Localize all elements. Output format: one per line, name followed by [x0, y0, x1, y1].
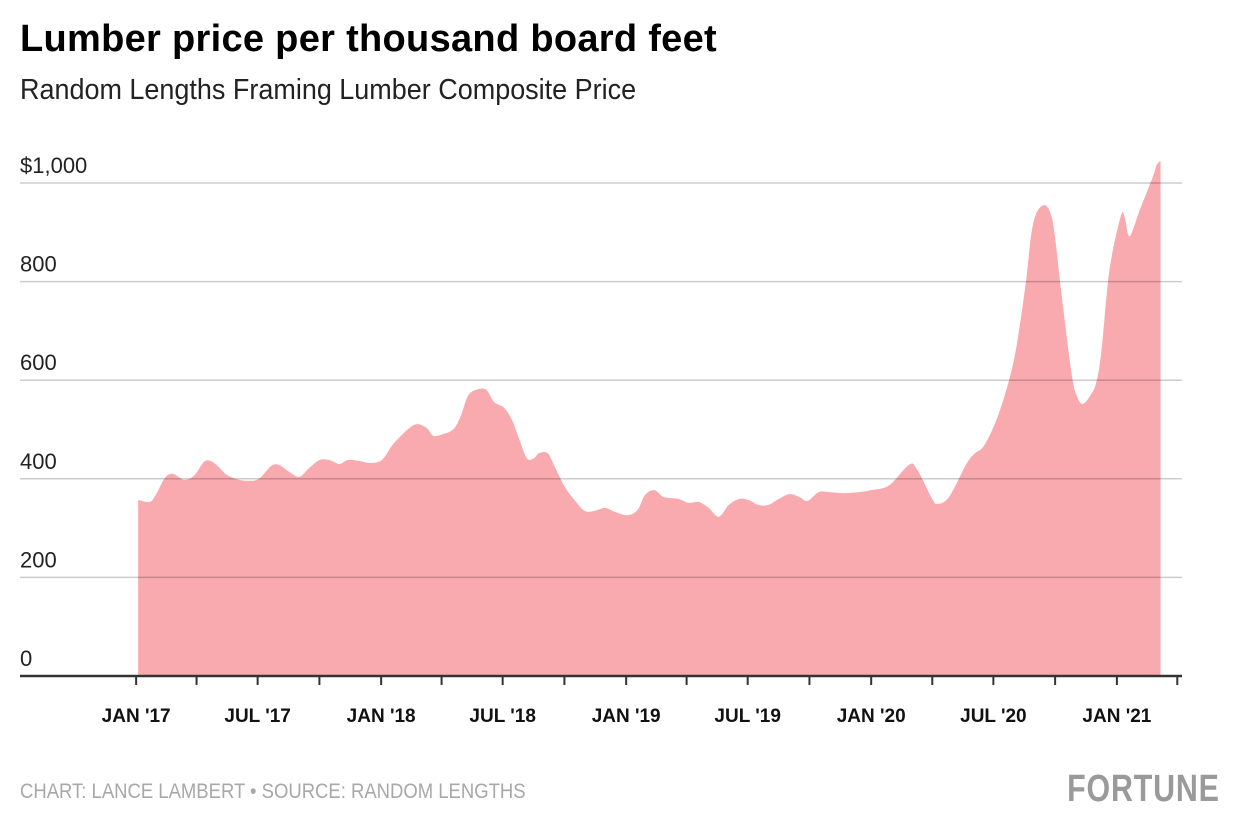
x-tick-label: JUL '17	[224, 706, 290, 727]
y-tick-label: 600	[20, 350, 57, 375]
y-tick-label: $1,000	[20, 153, 87, 178]
x-tick-label: JAN '20	[837, 706, 906, 727]
y-tick-label: 400	[20, 449, 57, 474]
x-tick-label: JAN '21	[1082, 706, 1151, 727]
x-tick-label: JAN '19	[592, 706, 661, 727]
gridlines	[20, 182, 1182, 579]
x-axis-ticks: JAN '17 JUL '17 JAN '18 JUL '18 JAN '19 JUL '…	[102, 676, 1179, 727]
y-axis-labels: 0 200 400 600 800 $1,000	[20, 153, 87, 671]
price-area	[138, 160, 1161, 676]
y-tick-label: 0	[20, 646, 32, 671]
chart-subtitle: Random Lengths Framing Lumber Composite …	[20, 74, 637, 106]
x-tick-label: JUL '19	[714, 706, 780, 727]
source-credit: CHART: LANCE LAMBERT • SOURCE: RANDOM LE…	[20, 780, 526, 803]
y-tick-label: 200	[20, 547, 57, 572]
x-tick-label: JAN '18	[347, 706, 416, 727]
y-tick-label: 800	[20, 252, 57, 277]
fortune-logo: FORTUNE	[1067, 768, 1220, 810]
x-tick-label: JAN '17	[102, 706, 171, 727]
x-tick-label: JUL '20	[960, 706, 1026, 727]
chart-title: Lumber price per thousand board feet	[20, 18, 718, 60]
x-tick-label: JUL '18	[469, 706, 535, 727]
